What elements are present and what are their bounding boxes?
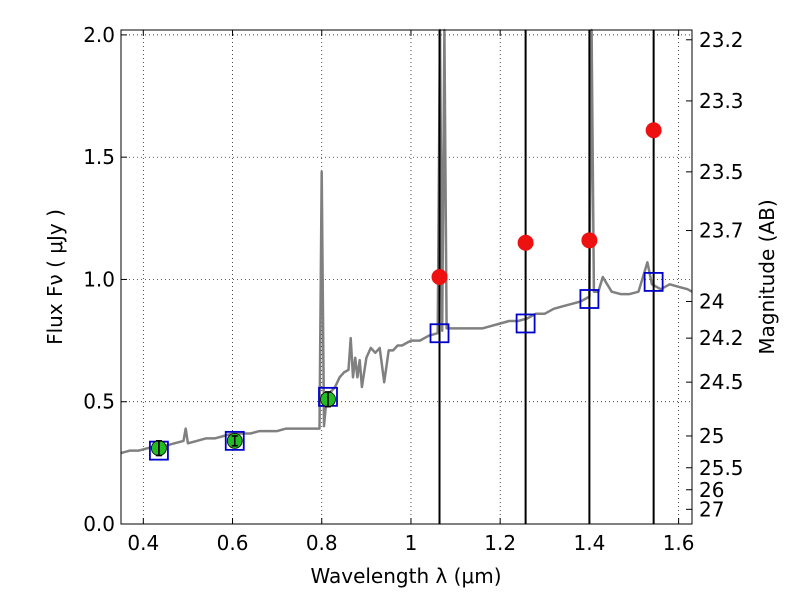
magnitude-tick-label: 23.3 bbox=[699, 89, 744, 113]
y-axis-title: Flux Fν ( μJy ) bbox=[43, 209, 67, 345]
magnitude-tick-label: 25.5 bbox=[699, 456, 744, 480]
magnitude-tick-label: 23.7 bbox=[699, 219, 744, 243]
model-box bbox=[515, 313, 536, 334]
x-tick-label: 1 bbox=[405, 531, 418, 555]
magnitude-tick-label: 23.5 bbox=[699, 160, 744, 184]
model-box bbox=[224, 430, 245, 451]
x-tick-label: 0.8 bbox=[306, 531, 338, 555]
predicted-point bbox=[645, 122, 662, 139]
magnitude-tick-label: 27 bbox=[699, 497, 724, 521]
x-axis-title: Wavelength λ (μm) bbox=[310, 564, 501, 588]
y-tick-label: 2.0 bbox=[83, 23, 115, 47]
predicted-point bbox=[517, 234, 534, 251]
plot-frame bbox=[120, 29, 693, 525]
y-tick-label: 0.5 bbox=[83, 390, 115, 414]
model-box bbox=[429, 323, 450, 344]
predicted-point bbox=[431, 269, 448, 285]
magnitude-tick-label: 24.2 bbox=[699, 326, 744, 350]
magnitude-tick-label: 24 bbox=[699, 289, 724, 313]
x-tick-label: 1.4 bbox=[573, 531, 605, 555]
magnitude-tick-label: 24.5 bbox=[699, 370, 744, 394]
x-tick-label: 1.6 bbox=[663, 531, 695, 555]
grid-layer bbox=[121, 30, 692, 525]
model-box bbox=[579, 289, 600, 309]
predicted-point bbox=[581, 232, 598, 249]
spectrum-line bbox=[120, 28, 693, 455]
magnitude-tick-label: 26 bbox=[699, 478, 724, 502]
x-tick-label: 0.4 bbox=[127, 531, 159, 555]
magnitude-tick-label: 25 bbox=[699, 424, 724, 448]
magnitude-tick-label: 23.2 bbox=[699, 28, 744, 52]
y-tick-label: 1.0 bbox=[83, 267, 115, 291]
model-box bbox=[643, 271, 664, 292]
x-tick-label: 1.2 bbox=[484, 531, 516, 555]
y-tick-label: 1.5 bbox=[83, 145, 115, 169]
data-layer bbox=[120, 28, 693, 524]
x-tick-label: 0.6 bbox=[217, 531, 249, 555]
y-tick-label: 0.0 bbox=[83, 512, 115, 536]
tick-layer: 0.4 0.6 0.8 1 1.2 1.4 1.6 0.0 0.5 1.0 1.5 2.0 23.2 23… bbox=[83, 23, 743, 555]
right-axis-title: Magnitude (AB) bbox=[755, 199, 779, 354]
